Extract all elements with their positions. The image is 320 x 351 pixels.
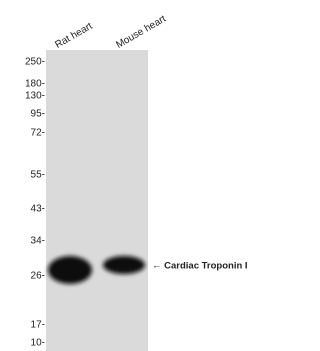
marker-label: 34- [31,236,45,247]
blot-figure: Rat heart Mouse heart ← Cardiac Troponin… [0,0,257,351]
band [103,256,145,274]
membrane [46,50,148,351]
marker-label: 10- [31,338,45,349]
marker-label: 17- [31,320,45,331]
marker-ladder: 250- 180-130- 95- 72- 55- 43- 34- 26- 17- 10- [25,57,45,349]
marker-label: 26- [31,271,45,282]
marker-label: 130- [25,91,45,102]
lane-label: Mouse heart [114,13,168,50]
marker-label: 250- [25,57,45,68]
band-annotation: ← Cardiac Troponin I [152,261,248,272]
marker-label: 43- [31,204,45,215]
marker-label: 180- [25,79,45,90]
marker-label: 95- [31,109,45,120]
marker-label: 55- [31,170,45,181]
marker-label: 72- [31,128,45,139]
band [48,256,92,284]
lane-label: Rat heart [53,21,94,51]
